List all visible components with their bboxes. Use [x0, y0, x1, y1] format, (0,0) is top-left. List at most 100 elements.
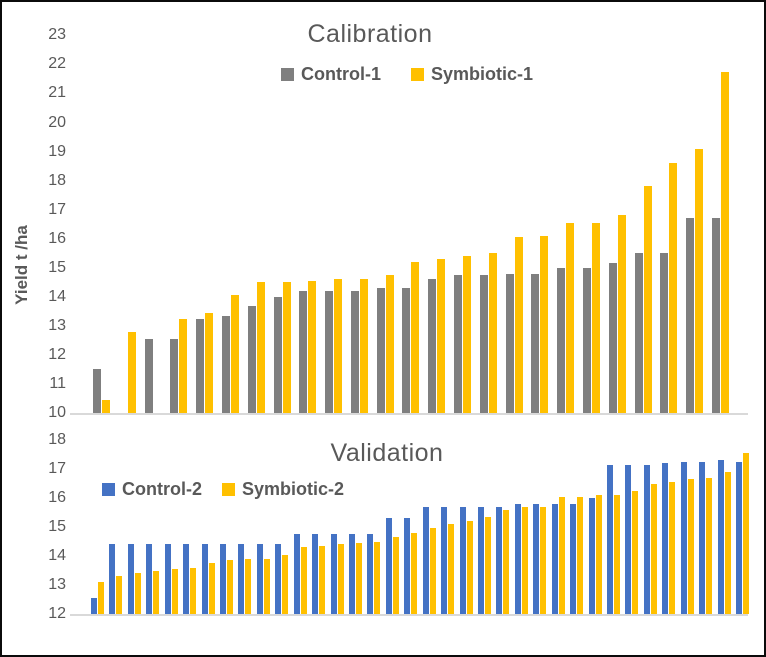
calibration-symbiotic-1-bar: [540, 235, 549, 413]
validation-control-2-bar: [570, 503, 577, 614]
y-tick-label: 14: [48, 287, 66, 305]
calibration-control-1-bar: [454, 275, 463, 413]
y-tick-label: 22: [48, 55, 66, 73]
calibration-control-1-bar: [144, 338, 153, 413]
validation-symbiotic-2-bar: [614, 495, 621, 614]
validation-legend: Control-2 Symbiotic-2: [102, 479, 344, 500]
validation-symbiotic-2-bar: [687, 479, 694, 614]
validation-symbiotic-2-bar: [669, 482, 676, 614]
validation-control-2-bar: [607, 464, 614, 614]
y-tick-label: 21: [48, 84, 66, 102]
calibration-symbiotic-1-bar: [617, 215, 626, 413]
validation-control-2-bar: [533, 503, 540, 614]
validation-symbiotic-2-bar: [429, 528, 436, 614]
validation-control-2-bar: [109, 544, 116, 614]
calibration-control-1-bar: [247, 305, 256, 413]
y-tick-label: 13: [48, 576, 66, 593]
calibration-control-1-bar: [583, 267, 591, 413]
validation-control-2-bar: [220, 544, 226, 614]
validation-control-2-bar: [256, 544, 263, 614]
calibration-symbiotic-1-bar: [102, 399, 110, 413]
calibration-symbiotic-1-bar: [256, 282, 265, 413]
validation-symbiotic-2-bar: [503, 509, 510, 614]
validation-control-2-bar: [422, 506, 429, 614]
validation-control-2-bar: [238, 544, 245, 614]
validation-control-2-bar: [441, 506, 448, 614]
validation-control-2-bar: [551, 503, 558, 614]
validation-symbiotic-2-bar: [98, 582, 104, 614]
validation-control-2-bar: [625, 464, 632, 614]
calibration-control-1-bar: [634, 253, 643, 413]
validation-control-2-bar: [293, 534, 300, 614]
x-axis-line: [70, 614, 748, 616]
symbiotic-2-swatch-icon: [222, 483, 235, 496]
calibration-control-1-bar: [660, 253, 669, 413]
calibration-symbiotic-1-bar: [282, 282, 291, 413]
validation-control-2-bar: [643, 464, 650, 614]
legend-item-symbiotic-2: Symbiotic-2: [222, 479, 344, 500]
control-1-swatch-icon: [280, 68, 294, 81]
validation-symbiotic-2-bar: [208, 563, 215, 614]
calibration-symbiotic-1-bar: [230, 295, 239, 413]
y-tick-label: 16: [48, 489, 66, 506]
y-tick-label: 23: [48, 26, 66, 44]
validation-symbiotic-2-bar: [558, 496, 565, 614]
calibration-symbiotic-1-bar: [127, 331, 136, 413]
validation-control-2-bar: [367, 534, 374, 614]
calibration-control-1-bar: [350, 290, 359, 413]
y-tick-label: 12: [48, 345, 66, 363]
calibration-symbiotic-1-bar: [669, 163, 678, 413]
y-tick-label: 18: [48, 431, 66, 448]
calibration-control-1-bar: [505, 273, 514, 413]
y-tick-label: 10: [48, 404, 66, 421]
y-tick-label: 13: [48, 316, 66, 334]
calibration-symbiotic-1-bar: [308, 280, 317, 413]
validation-control-2-bar: [91, 598, 97, 614]
control-2-swatch-icon: [102, 483, 115, 496]
legend-label: Control-1: [300, 64, 381, 84]
validation-symbiotic-2-bar: [171, 569, 178, 614]
validation-control-2-bar: [680, 461, 687, 614]
calibration-control-1-bar: [531, 273, 540, 413]
calibration-symbiotic-1-bar: [385, 275, 394, 413]
calibration-symbiotic-1-bar: [437, 259, 446, 413]
calibration-symbiotic-1-bar: [463, 256, 472, 413]
validation-control-2-bar: [312, 534, 319, 614]
validation-symbiotic-2-bar: [319, 545, 326, 614]
calibration-control-1-bar: [686, 218, 695, 413]
calibration-symbiotic-1-bar: [514, 237, 523, 413]
validation-symbiotic-2-bar: [374, 541, 381, 614]
calibration-control-1-bar: [221, 315, 230, 413]
validation-symbiotic-2-bar: [706, 477, 713, 614]
calibration-legend: Control-1 Symbiotic-1: [67, 64, 747, 85]
validation-symbiotic-2-bar: [356, 542, 363, 614]
validation-symbiotic-2-bar: [632, 490, 639, 614]
y-tick-label: 19: [48, 142, 66, 160]
validation-symbiotic-2-bar: [263, 558, 270, 614]
y-tick-label: 15: [48, 518, 66, 535]
legend-label: Symbiotic-2: [242, 479, 345, 499]
y-tick-label: 20: [48, 113, 66, 131]
validation-control-2-bar: [459, 506, 466, 614]
validation-symbiotic-2-bar: [282, 554, 289, 614]
validation-control-2-bar: [496, 506, 503, 614]
validation-control-2-bar: [717, 460, 724, 614]
validation-control-2-bar: [201, 544, 208, 614]
legend-item-control-1: Control-1: [280, 64, 381, 85]
calibration-control-1-bar: [479, 275, 488, 413]
calibration-symbiotic-1-bar: [488, 253, 497, 413]
validation-control-2-bar: [349, 534, 356, 614]
calibration-symbiotic-1-bar: [179, 318, 188, 413]
validation-control-2-bar: [146, 544, 153, 614]
validation-symbiotic-2-bar: [448, 524, 455, 614]
validation-control-2-bar: [164, 544, 171, 614]
calibration-control-1-bar: [273, 296, 282, 413]
calibration-symbiotic-1-bar: [643, 186, 652, 413]
y-tick-label: 17: [48, 200, 66, 218]
calibration-control-1-bar: [402, 288, 411, 413]
y-tick-label: 18: [48, 171, 66, 189]
validation-control-2-bar: [127, 544, 134, 614]
